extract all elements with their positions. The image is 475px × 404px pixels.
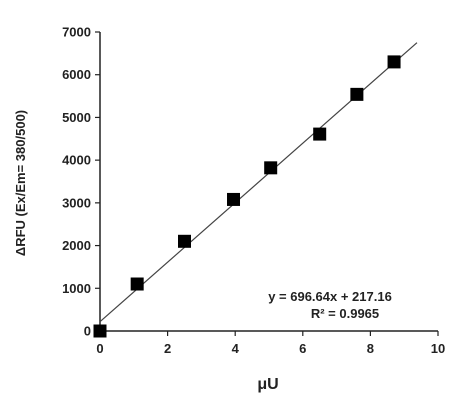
trendline — [99, 42, 418, 323]
x-axis-title: μU — [257, 376, 278, 393]
x-tick-label: 4 — [232, 341, 240, 356]
y-tick-label: 4000 — [62, 153, 91, 168]
data-points — [93, 55, 401, 338]
trendline-layer — [99, 42, 418, 323]
y-axis-title: ΔRFU (Ex/Em= 380/500) — [13, 110, 28, 256]
chart-axes — [99, 32, 438, 332]
data-point — [227, 192, 241, 206]
data-point — [350, 87, 364, 101]
y-tick-label: 3000 — [62, 195, 91, 210]
trendline-equation: y = 696.64x + 217.16 — [268, 289, 392, 304]
y-tick-label: 5000 — [62, 110, 91, 125]
data-point — [93, 324, 107, 338]
data-point — [178, 234, 191, 248]
x-tick-label: 0 — [96, 341, 103, 356]
data-point — [313, 127, 327, 141]
chart-ticks: 0 1000 2000 3000 4000 5000 6000 7000 0 2 4 6 8 10 — [62, 25, 445, 357]
x-tick-label: 2 — [164, 341, 171, 356]
x-tick-label: 6 — [299, 341, 306, 356]
y-tick-label: 0 — [84, 324, 91, 339]
y-tick-label: 2000 — [62, 238, 91, 253]
r-squared-label: R² = 0.9965 — [311, 306, 379, 321]
data-point — [264, 161, 278, 175]
y-tick-label: 6000 — [62, 67, 91, 82]
y-tick-label: 1000 — [62, 281, 91, 296]
data-point — [387, 55, 401, 69]
x-tick-label: 8 — [367, 341, 374, 356]
data-point — [130, 277, 144, 291]
x-tick-label: 10 — [431, 341, 445, 356]
y-tick-label: 7000 — [62, 25, 91, 40]
